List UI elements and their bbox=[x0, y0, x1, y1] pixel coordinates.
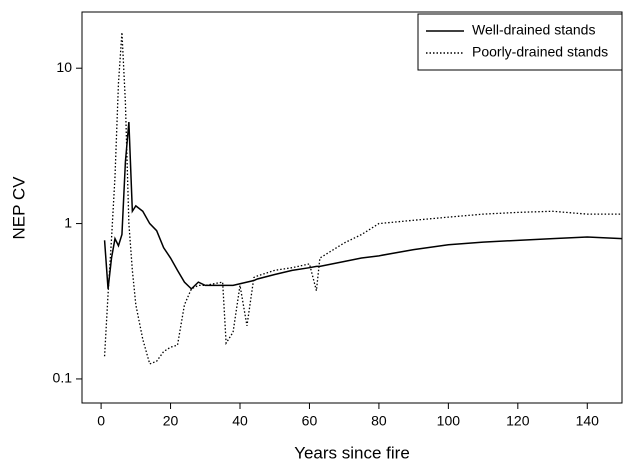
x-tick-label: 120 bbox=[506, 413, 530, 429]
x-tick-label: 80 bbox=[371, 413, 387, 429]
x-axis-title: Years since fire bbox=[294, 443, 410, 462]
x-tick-label: 100 bbox=[437, 413, 461, 429]
x-tick-label: 40 bbox=[232, 413, 248, 429]
y-tick-label: 1 bbox=[64, 214, 72, 230]
y-tick-label: 0.1 bbox=[53, 370, 73, 386]
x-tick-label: 140 bbox=[576, 413, 600, 429]
x-tick-label: 20 bbox=[163, 413, 179, 429]
legend-label: Poorly-drained stands bbox=[472, 44, 608, 60]
y-axis-title: NEP CV bbox=[9, 176, 28, 240]
legend-label: Well-drained stands bbox=[472, 22, 595, 38]
y-tick-label: 10 bbox=[56, 59, 72, 75]
data-line bbox=[103, 122, 623, 290]
legend-box bbox=[417, 13, 623, 71]
x-tick-label: 0 bbox=[97, 413, 105, 429]
data-line bbox=[103, 32, 622, 365]
plot-frame bbox=[81, 11, 623, 404]
x-tick-label: 60 bbox=[302, 413, 318, 429]
